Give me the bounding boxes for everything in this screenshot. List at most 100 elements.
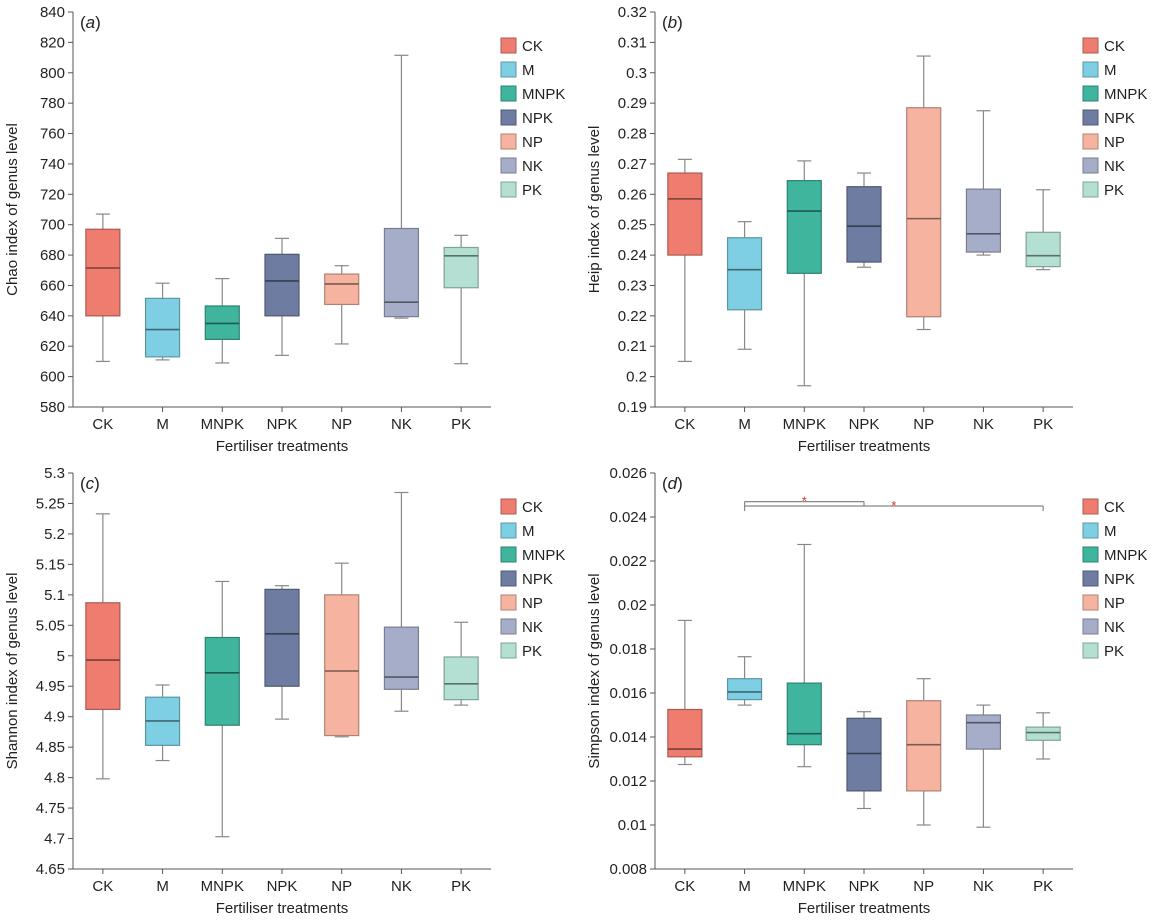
y-tick-label: 0.018	[609, 641, 647, 658]
y-tick-label: 5.05	[36, 617, 65, 634]
box-m	[144, 684, 181, 762]
legend-item-nk: NK	[500, 157, 543, 175]
box-iqr	[264, 588, 300, 687]
significance-star: *	[891, 498, 896, 513]
y-tick-label: 5.1	[44, 587, 65, 604]
box-mnpk	[204, 580, 240, 838]
legend-item-np: NP	[1082, 594, 1125, 612]
y-tick-label: 660	[40, 277, 65, 294]
legend-label: MNPK	[1104, 547, 1147, 564]
legend-item-m: M	[1082, 522, 1117, 540]
y-tick-label: 620	[40, 338, 65, 355]
box-iqr	[906, 700, 942, 792]
y-tick-label: 760	[40, 126, 65, 143]
legend-label: NPK	[522, 571, 553, 588]
box-iqr	[204, 636, 240, 726]
y-axis-title: Shannon index of genus level	[4, 573, 21, 770]
legend-label: M	[1104, 523, 1117, 540]
legend-item-nk: NK	[500, 618, 543, 636]
legend-item-ck: CK	[500, 498, 543, 516]
x-tick-label: NP	[331, 878, 352, 895]
legend-swatch	[500, 109, 517, 126]
y-axis-title: Chao index of genus level	[4, 123, 21, 296]
y-tick-label: 0.012	[609, 773, 647, 790]
legend-label: CK	[522, 38, 543, 55]
y-tick-label: 0.02	[618, 597, 647, 614]
box-pk	[1025, 189, 1061, 271]
legend-label: CK	[522, 499, 543, 516]
x-axis-title: Fertiliser treatments	[216, 900, 349, 917]
y-tick-label: 5	[57, 648, 65, 665]
legend-item-np: NP	[1082, 133, 1125, 151]
legend-item-pk: PK	[500, 181, 542, 199]
y-tick-label: 4.9	[44, 709, 65, 726]
x-tick-label: NK	[973, 878, 994, 895]
x-tick-label: CK	[674, 878, 695, 895]
legend-item-mnpk: MNPK	[500, 546, 565, 564]
x-tick-label: NP	[331, 416, 352, 433]
legend-label: CK	[1104, 38, 1125, 55]
box-iqr	[786, 682, 822, 746]
x-tick-label: CK	[92, 416, 113, 433]
y-tick-label: 780	[40, 95, 65, 112]
box-iqr	[786, 180, 822, 274]
y-tick-label: 0.25	[618, 217, 647, 234]
legend-item-nk: NK	[1082, 157, 1125, 175]
legend-label: PK	[1104, 643, 1124, 660]
legend-swatch	[1082, 522, 1099, 539]
y-tick-label: 0.32	[618, 4, 647, 21]
x-tick-label: M	[738, 416, 751, 433]
legend-item-pk: PK	[500, 642, 542, 660]
y-tick-label: 4.85	[36, 739, 65, 756]
y-tick-label: 640	[40, 308, 65, 325]
legend-item-npk: NPK	[500, 109, 553, 127]
legend-label: PK	[522, 182, 542, 199]
legend-label: MNPK	[522, 86, 565, 103]
y-tick-label: 600	[40, 369, 65, 386]
x-tick-label: PK	[451, 416, 471, 433]
box-iqr	[383, 227, 420, 318]
box-m	[144, 282, 181, 361]
panel-c: 4.65 4.7 4.75 4.8 4.85 4.9 4.95 5 5.05 5.1 5.15 5.2…	[4, 465, 565, 917]
y-tick-label: 5.25	[36, 495, 65, 512]
y-tick-label: 720	[40, 186, 65, 203]
box-nk	[383, 54, 420, 319]
legend-label: M	[1104, 62, 1117, 79]
y-tick-label: 0.008	[609, 861, 647, 878]
y-tick-label: 4.75	[36, 800, 65, 817]
legend: CK M MNPK NPK NP NK PK	[500, 498, 565, 660]
legend-item-nk: NK	[1082, 618, 1125, 636]
y-tick-label: 0.016	[609, 685, 647, 702]
y-tick-label: 0.27	[618, 156, 647, 173]
x-tick-label: MNPK	[201, 416, 244, 433]
x-axis-title: Fertiliser treatments	[798, 438, 931, 455]
legend-label: NPK	[1104, 110, 1135, 127]
legend-swatch	[500, 133, 517, 150]
box-npk	[264, 585, 300, 720]
legend-swatch	[500, 546, 517, 563]
y-tick-label: 680	[40, 247, 65, 264]
legend-swatch	[500, 642, 517, 659]
legend-swatch	[500, 618, 517, 635]
legend-label: NK	[1104, 619, 1125, 636]
legend-swatch	[1082, 61, 1099, 78]
legend: CK M MNPK NPK NP NK PK	[1082, 498, 1147, 660]
y-tick-label: 840	[40, 4, 65, 21]
legend-item-mnpk: MNPK	[500, 85, 565, 103]
y-tick-label: 0.23	[618, 277, 647, 294]
box-iqr	[324, 273, 360, 306]
legend-label: M	[522, 62, 535, 79]
box-pk	[443, 621, 479, 706]
box-iqr	[726, 678, 763, 701]
box-iqr	[324, 594, 360, 737]
legend-item-pk: PK	[1082, 181, 1124, 199]
panel-tag: (b)	[662, 13, 683, 32]
legend-item-npk: NPK	[500, 570, 553, 588]
box-np	[906, 55, 942, 331]
box-ck	[85, 513, 121, 780]
x-tick-label: MNPK	[783, 416, 826, 433]
legend-label: MNPK	[1104, 86, 1147, 103]
box-iqr	[726, 237, 763, 311]
legend-swatch	[500, 498, 517, 515]
